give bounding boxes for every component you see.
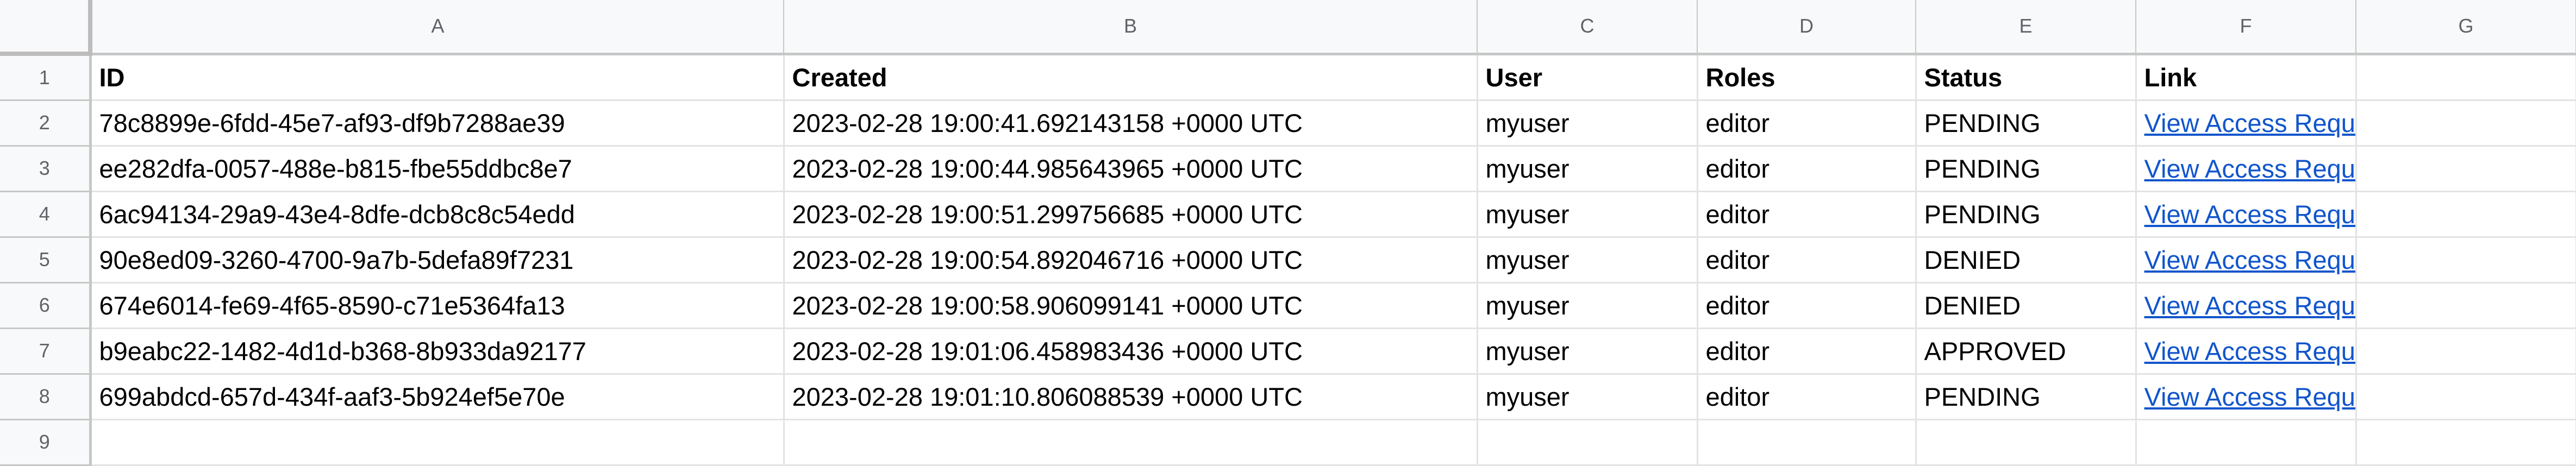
cell-empty[interactable] <box>2356 54 2576 101</box>
cell-header-id[interactable]: ID <box>90 54 785 101</box>
table-row: 5 90e8ed09-3260-4700-9a7b-5defa89f7231 202… <box>0 237 2576 284</box>
cell-empty[interactable] <box>2356 146 2576 192</box>
cell-status[interactable]: PENDING <box>1916 191 2137 238</box>
table-header-row: 1 ID Created User Roles Status Link <box>0 54 2576 101</box>
cell-empty[interactable] <box>2136 419 2357 466</box>
column-header-row: A B C D E F G <box>0 0 2576 56</box>
table-row: 7 b9eabc22-1482-4d1d-b368-8b933da92177 202… <box>0 328 2576 375</box>
cell-user[interactable]: myuser <box>1477 237 1698 284</box>
cell-status[interactable]: PENDING <box>1916 146 2137 192</box>
row-header[interactable]: 7 <box>0 328 92 375</box>
cell-roles[interactable]: editor <box>1697 237 1917 284</box>
cell-created[interactable]: 2023-02-28 19:00:58.906099141 +0000 UTC <box>784 282 1478 329</box>
cell-id[interactable]: 699abdcd-657d-434f-aaf3-5b924ef5e70e <box>90 374 785 420</box>
cell-link[interactable]: View Access Request <box>2136 328 2357 375</box>
column-header-a[interactable]: A <box>90 0 784 55</box>
cell-empty[interactable] <box>2356 282 2576 329</box>
cell-created[interactable]: 2023-02-28 19:01:10.806088539 +0000 UTC <box>784 374 1478 420</box>
cell-roles[interactable]: editor <box>1697 100 1917 147</box>
row-header[interactable]: 9 <box>0 419 92 466</box>
row-header[interactable]: 2 <box>0 100 92 147</box>
cell-id[interactable]: 90e8ed09-3260-4700-9a7b-5defa89f7231 <box>90 237 785 284</box>
table-row: 8 699abdcd-657d-434f-aaf3-5b924ef5e70e 202… <box>0 374 2576 420</box>
cell-empty[interactable] <box>2356 374 2576 420</box>
cell-empty[interactable] <box>2356 328 2576 375</box>
row-header[interactable]: 1 <box>0 54 92 101</box>
cell-link[interactable]: View Access Request <box>2136 100 2357 147</box>
view-access-request-link[interactable]: View Access Request <box>2144 199 2355 229</box>
cell-empty[interactable] <box>784 419 1478 466</box>
cell-header-status[interactable]: Status <box>1916 54 2137 101</box>
view-access-request-link[interactable]: View Access Request <box>2144 291 2355 320</box>
cell-link[interactable]: View Access Request <box>2136 282 2357 329</box>
column-header-g[interactable]: G <box>2356 0 2576 55</box>
cell-status[interactable]: DENIED <box>1916 282 2137 329</box>
cell-roles[interactable]: editor <box>1697 374 1917 420</box>
cell-user[interactable]: myuser <box>1477 100 1698 147</box>
cell-roles[interactable]: editor <box>1697 282 1917 329</box>
cell-id[interactable]: b9eabc22-1482-4d1d-b368-8b933da92177 <box>90 328 785 375</box>
column-header-b[interactable]: B <box>784 0 1478 55</box>
row-header[interactable]: 4 <box>0 191 92 238</box>
cell-empty[interactable] <box>2356 191 2576 238</box>
cell-header-created[interactable]: Created <box>784 54 1478 101</box>
cell-header-user[interactable]: User <box>1477 54 1698 101</box>
view-access-request-link[interactable]: View Access Request <box>2144 154 2355 183</box>
cell-link[interactable]: View Access Request <box>2136 191 2357 238</box>
row-header[interactable]: 8 <box>0 374 92 420</box>
cell-user[interactable]: myuser <box>1477 191 1698 238</box>
cell-created[interactable]: 2023-02-28 19:00:44.985643965 +0000 UTC <box>784 146 1478 192</box>
cell-status[interactable]: DENIED <box>1916 237 2137 284</box>
table-row: 2 78c8899e-6fdd-45e7-af93-df9b7288ae39 202… <box>0 100 2576 147</box>
column-header-d[interactable]: D <box>1697 0 1916 55</box>
cell-user[interactable]: myuser <box>1477 374 1698 420</box>
cell-roles[interactable]: editor <box>1697 191 1917 238</box>
cell-status[interactable]: APPROVED <box>1916 328 2137 375</box>
cell-empty[interactable] <box>1916 419 2137 466</box>
row-header[interactable]: 6 <box>0 282 92 329</box>
cell-status[interactable]: PENDING <box>1916 374 2137 420</box>
cell-user[interactable]: myuser <box>1477 146 1698 192</box>
view-access-request-link[interactable]: View Access Request <box>2144 245 2355 274</box>
table-row-empty: 9 <box>0 419 2576 466</box>
cell-link[interactable]: View Access Request <box>2136 374 2357 420</box>
view-access-request-link[interactable]: View Access Request <box>2144 336 2355 366</box>
cell-empty[interactable] <box>2356 237 2576 284</box>
cell-id[interactable]: ee282dfa-0057-488e-b815-fbe55ddbc8e7 <box>90 146 785 192</box>
row-header[interactable]: 3 <box>0 146 92 192</box>
cell-header-link[interactable]: Link <box>2136 54 2357 101</box>
cell-id[interactable]: 6ac94134-29a9-43e4-8dfe-dcb8c8c54edd <box>90 191 785 238</box>
select-all-corner[interactable] <box>0 0 92 56</box>
cell-created[interactable]: 2023-02-28 19:01:06.458983436 +0000 UTC <box>784 328 1478 375</box>
cell-link[interactable]: View Access Request <box>2136 237 2357 284</box>
table-row: 6 674e6014-fe69-4f65-8590-c71e5364fa13 202… <box>0 282 2576 329</box>
cell-created[interactable]: 2023-02-28 19:00:41.692143158 +0000 UTC <box>784 100 1478 147</box>
cell-created[interactable]: 2023-02-28 19:00:54.892046716 +0000 UTC <box>784 237 1478 284</box>
cell-header-roles[interactable]: Roles <box>1697 54 1917 101</box>
cell-status[interactable]: PENDING <box>1916 100 2137 147</box>
cell-created[interactable]: 2023-02-28 19:00:51.299756685 +0000 UTC <box>784 191 1478 238</box>
view-access-request-link[interactable]: View Access Request <box>2144 108 2355 137</box>
column-header-c[interactable]: C <box>1477 0 1698 55</box>
cell-empty[interactable] <box>1697 419 1917 466</box>
cell-link[interactable]: View Access Request <box>2136 146 2357 192</box>
cell-empty[interactable] <box>2356 100 2576 147</box>
cell-id[interactable]: 674e6014-fe69-4f65-8590-c71e5364fa13 <box>90 282 785 329</box>
table-row: 4 6ac94134-29a9-43e4-8dfe-dcb8c8c54edd 202… <box>0 191 2576 238</box>
cell-user[interactable]: myuser <box>1477 328 1698 375</box>
column-header-e[interactable]: E <box>1916 0 2136 55</box>
row-header[interactable]: 5 <box>0 237 92 284</box>
view-access-request-link[interactable]: View Access Request <box>2144 382 2355 411</box>
table-row: 3 ee282dfa-0057-488e-b815-fbe55ddbc8e7 202… <box>0 146 2576 192</box>
cell-roles[interactable]: editor <box>1697 146 1917 192</box>
cell-id[interactable]: 78c8899e-6fdd-45e7-af93-df9b7288ae39 <box>90 100 785 147</box>
cell-user[interactable]: myuser <box>1477 282 1698 329</box>
column-header-f[interactable]: F <box>2136 0 2356 55</box>
cell-empty[interactable] <box>90 419 785 466</box>
cell-roles[interactable]: editor <box>1697 328 1917 375</box>
cell-empty[interactable] <box>1477 419 1698 466</box>
cell-empty[interactable] <box>2356 419 2576 466</box>
